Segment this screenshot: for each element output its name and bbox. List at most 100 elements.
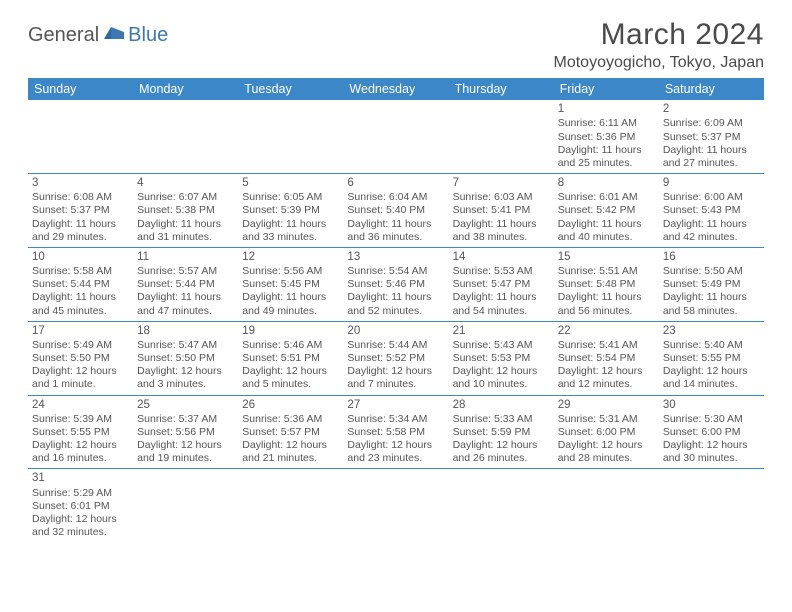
day-number: 8 bbox=[558, 176, 655, 190]
calendar-cell: 19Sunrise: 5:46 AMSunset: 5:51 PMDayligh… bbox=[238, 321, 343, 395]
calendar-cell: 3Sunrise: 6:08 AMSunset: 5:37 PMDaylight… bbox=[28, 173, 133, 247]
sunset-text: Sunset: 5:39 PM bbox=[242, 204, 339, 217]
sunset-text: Sunset: 5:49 PM bbox=[663, 278, 760, 291]
sunrise-text: Sunrise: 5:37 AM bbox=[137, 413, 234, 426]
calendar-cell: 5Sunrise: 6:05 AMSunset: 5:39 PMDaylight… bbox=[238, 173, 343, 247]
sunrise-text: Sunrise: 5:43 AM bbox=[453, 339, 550, 352]
sunset-text: Sunset: 5:58 PM bbox=[347, 426, 444, 439]
logo: General Blue bbox=[28, 24, 168, 47]
calendar-cell: 24Sunrise: 5:39 AMSunset: 5:55 PMDayligh… bbox=[28, 395, 133, 469]
calendar-cell: 8Sunrise: 6:01 AMSunset: 5:42 PMDaylight… bbox=[554, 173, 659, 247]
sunrise-text: Sunrise: 6:00 AM bbox=[663, 191, 760, 204]
sunrise-text: Sunrise: 5:54 AM bbox=[347, 265, 444, 278]
day-number: 22 bbox=[558, 324, 655, 338]
sunrise-text: Sunrise: 5:29 AM bbox=[32, 487, 129, 500]
calendar-week-row: 24Sunrise: 5:39 AMSunset: 5:55 PMDayligh… bbox=[28, 395, 764, 469]
sunset-text: Sunset: 5:37 PM bbox=[32, 204, 129, 217]
daylight-text: Daylight: 12 hours and 30 minutes. bbox=[663, 439, 760, 465]
daylight-text: Daylight: 12 hours and 23 minutes. bbox=[347, 439, 444, 465]
day-number: 16 bbox=[663, 250, 760, 264]
day-number: 9 bbox=[663, 176, 760, 190]
calendar-cell bbox=[238, 100, 343, 173]
calendar-cell: 14Sunrise: 5:53 AMSunset: 5:47 PMDayligh… bbox=[449, 247, 554, 321]
calendar-cell: 21Sunrise: 5:43 AMSunset: 5:53 PMDayligh… bbox=[449, 321, 554, 395]
calendar-week-row: 17Sunrise: 5:49 AMSunset: 5:50 PMDayligh… bbox=[28, 321, 764, 395]
sunset-text: Sunset: 5:45 PM bbox=[242, 278, 339, 291]
sunrise-text: Sunrise: 6:03 AM bbox=[453, 191, 550, 204]
day-number: 27 bbox=[347, 398, 444, 412]
daylight-text: Daylight: 12 hours and 7 minutes. bbox=[347, 365, 444, 391]
calendar-cell bbox=[133, 100, 238, 173]
day-number: 20 bbox=[347, 324, 444, 338]
calendar-week-row: 31 Sunrise: 5:29 AMSunset: 6:01 PMDayligh… bbox=[28, 469, 764, 542]
day-number: 14 bbox=[453, 250, 550, 264]
day-number: 13 bbox=[347, 250, 444, 264]
calendar-cell bbox=[343, 100, 448, 173]
daylight-text: Daylight: 11 hours and 47 minutes. bbox=[137, 291, 234, 317]
day-number: 6 bbox=[347, 176, 444, 190]
dayheader-fri: Friday bbox=[554, 78, 659, 100]
sunset-text: Sunset: 5:43 PM bbox=[663, 204, 760, 217]
day-number: 7 bbox=[453, 176, 550, 190]
calendar-cell bbox=[554, 469, 659, 542]
daylight-text: Daylight: 12 hours and 1 minute. bbox=[32, 365, 129, 391]
calendar-cell: 22Sunrise: 5:41 AMSunset: 5:54 PMDayligh… bbox=[554, 321, 659, 395]
logo-text-1: General bbox=[28, 24, 99, 47]
sunset-text: Sunset: 5:46 PM bbox=[347, 278, 444, 291]
sunrise-text: Sunrise: 5:51 AM bbox=[558, 265, 655, 278]
title-block: March 2024 Motoyoyogicho, Tokyo, Japan bbox=[554, 18, 765, 72]
day-number: 1 bbox=[558, 102, 655, 116]
daylight-text: Daylight: 12 hours and 14 minutes. bbox=[663, 365, 760, 391]
sunrise-text: Sunrise: 6:05 AM bbox=[242, 191, 339, 204]
sunrise-text: Sunrise: 5:49 AM bbox=[32, 339, 129, 352]
day-number: 19 bbox=[242, 324, 339, 338]
daylight-text: Daylight: 11 hours and 25 minutes. bbox=[558, 144, 655, 170]
sunrise-text: Sunrise: 5:53 AM bbox=[453, 265, 550, 278]
calendar-cell: 6Sunrise: 6:04 AMSunset: 5:40 PMDaylight… bbox=[343, 173, 448, 247]
sunset-text: Sunset: 5:50 PM bbox=[32, 352, 129, 365]
calendar-cell bbox=[133, 469, 238, 542]
daylight-text: Daylight: 12 hours and 12 minutes. bbox=[558, 365, 655, 391]
day-number: 11 bbox=[137, 250, 234, 264]
calendar-cell: 17Sunrise: 5:49 AMSunset: 5:50 PMDayligh… bbox=[28, 321, 133, 395]
daylight-text: Daylight: 11 hours and 40 minutes. bbox=[558, 218, 655, 244]
daylight-text: Daylight: 11 hours and 29 minutes. bbox=[32, 218, 129, 244]
calendar-cell: 31 Sunrise: 5:29 AMSunset: 6:01 PMDayligh… bbox=[28, 469, 133, 542]
day-number: 31 bbox=[32, 471, 129, 485]
sunset-text: Sunset: 5:42 PM bbox=[558, 204, 655, 217]
daylight-text: Daylight: 11 hours and 33 minutes. bbox=[242, 218, 339, 244]
dayheader-tue: Tuesday bbox=[238, 78, 343, 100]
daylight-text: Daylight: 12 hours and 32 minutes. bbox=[32, 513, 129, 539]
calendar-cell: 9Sunrise: 6:00 AMSunset: 5:43 PMDaylight… bbox=[659, 173, 764, 247]
sunset-text: Sunset: 5:57 PM bbox=[242, 426, 339, 439]
day-number: 2 bbox=[663, 102, 760, 116]
day-number: 4 bbox=[137, 176, 234, 190]
calendar-cell: 28Sunrise: 5:33 AMSunset: 5:59 PMDayligh… bbox=[449, 395, 554, 469]
sunset-text: Sunset: 5:44 PM bbox=[32, 278, 129, 291]
flag-icon bbox=[104, 25, 126, 46]
sunrise-text: Sunrise: 5:30 AM bbox=[663, 413, 760, 426]
day-number: 18 bbox=[137, 324, 234, 338]
day-number: 25 bbox=[137, 398, 234, 412]
calendar-week-row: 3Sunrise: 6:08 AMSunset: 5:37 PMDaylight… bbox=[28, 173, 764, 247]
sunrise-text: Sunrise: 6:07 AM bbox=[137, 191, 234, 204]
sunrise-text: Sunrise: 5:36 AM bbox=[242, 413, 339, 426]
daylight-text: Daylight: 12 hours and 21 minutes. bbox=[242, 439, 339, 465]
calendar-cell: 27Sunrise: 5:34 AMSunset: 5:58 PMDayligh… bbox=[343, 395, 448, 469]
sunrise-text: Sunrise: 6:01 AM bbox=[558, 191, 655, 204]
calendar-table: Sunday Monday Tuesday Wednesday Thursday… bbox=[28, 78, 764, 542]
calendar-cell bbox=[343, 469, 448, 542]
sunset-text: Sunset: 6:01 PM bbox=[32, 500, 129, 513]
sunrise-text: Sunrise: 5:34 AM bbox=[347, 413, 444, 426]
sunset-text: Sunset: 5:44 PM bbox=[137, 278, 234, 291]
sunrise-text: Sunrise: 5:41 AM bbox=[558, 339, 655, 352]
day-number: 23 bbox=[663, 324, 760, 338]
daylight-text: Daylight: 11 hours and 38 minutes. bbox=[453, 218, 550, 244]
calendar-cell bbox=[238, 469, 343, 542]
daylight-text: Daylight: 11 hours and 54 minutes. bbox=[453, 291, 550, 317]
calendar-header-row: Sunday Monday Tuesday Wednesday Thursday… bbox=[28, 78, 764, 100]
daylight-text: Daylight: 12 hours and 16 minutes. bbox=[32, 439, 129, 465]
calendar-cell: 4Sunrise: 6:07 AMSunset: 5:38 PMDaylight… bbox=[133, 173, 238, 247]
calendar-cell bbox=[28, 100, 133, 173]
page-title: March 2024 bbox=[554, 18, 765, 52]
